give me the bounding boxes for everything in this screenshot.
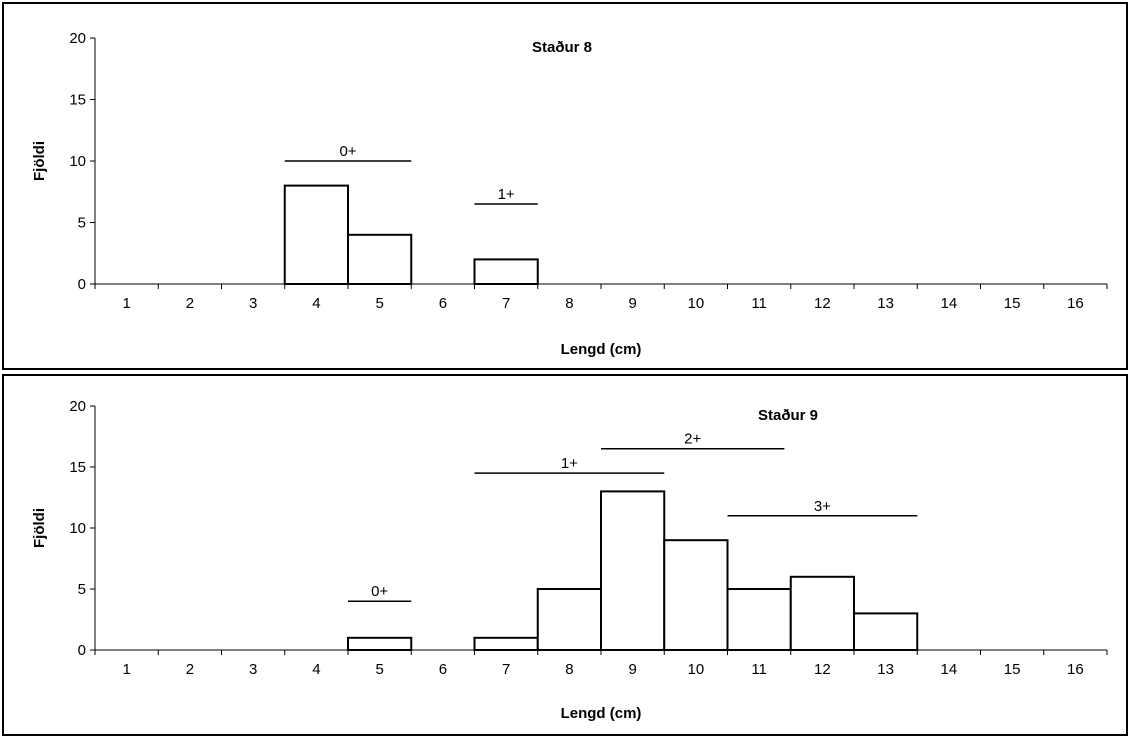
x-tick-label: 4: [312, 295, 320, 312]
x-tick-label: 1: [122, 661, 130, 678]
y-tick-label: 5: [78, 215, 86, 232]
bar-11: [726, 588, 792, 651]
bar-12: [789, 575, 855, 651]
x-tick-label: 10: [688, 295, 705, 312]
x-tick-label: 1: [122, 295, 130, 312]
x-tick-label: 16: [1067, 661, 1084, 678]
x-tick-label: 13: [877, 295, 894, 312]
x-tick-label: 3: [249, 295, 257, 312]
y-tick-label: 0: [78, 276, 86, 293]
age-group-label: 1+: [498, 186, 515, 203]
bar-10: [663, 539, 729, 651]
x-tick-label: 12: [814, 295, 831, 312]
y-tick-label: 10: [69, 520, 86, 537]
x-tick-label: 13: [877, 661, 894, 678]
x-tick-label: 9: [628, 661, 636, 678]
y-tick-label: 10: [69, 153, 86, 170]
chart-title: Staður 9: [758, 407, 818, 424]
bar-4: [283, 184, 349, 286]
x-tick-label: 8: [565, 661, 573, 678]
age-group-label: 2+: [684, 431, 701, 448]
y-tick-label: 20: [69, 398, 86, 415]
chart-panel-stadur-8: 0 5 10 15 20 1 2 3 4 5 6 7 8 9 10 11 12 13 14 15 16 0+ 1+ Staðu…: [2, 2, 1128, 370]
age-group-label: 0+: [339, 143, 356, 160]
chart-title: Staður 8: [532, 39, 592, 56]
x-tick-label: 2: [186, 295, 194, 312]
bar-8: [536, 588, 602, 651]
y-axis-title: Fjöldi: [31, 508, 48, 548]
x-axis-title: Lengd (cm): [561, 705, 642, 722]
x-tick-label: 11: [751, 295, 767, 312]
y-tick-label: 0: [78, 642, 86, 659]
x-axis-title: Lengd (cm): [561, 341, 642, 358]
bar-9: [600, 490, 666, 652]
x-tick-label: 9: [628, 295, 636, 312]
age-group-label: 1+: [561, 455, 578, 472]
x-tick-label: 11: [751, 661, 767, 678]
x-tick-label: 7: [502, 295, 510, 312]
x-tick-label: 15: [1004, 661, 1021, 678]
x-tick-label: 8: [565, 295, 573, 312]
x-tick-label: 16: [1067, 295, 1084, 312]
y-axis-title: Fjöldi: [31, 141, 48, 181]
bar-7: [473, 636, 539, 651]
age-group-label: 0+: [371, 583, 388, 600]
y-tick-label: 15: [69, 459, 86, 476]
chart-panel-stadur-9: 0 5 10 15 20 1 2 3 4 5 6 7 8 9 10 11 12 13 14 15 16 0+ 1+ 2+ 3+ S…: [2, 374, 1128, 736]
x-tick-label: 5: [375, 295, 383, 312]
x-tick-label: 7: [502, 661, 510, 678]
x-tick-label: 12: [814, 661, 831, 678]
x-tick-label: 4: [312, 661, 320, 678]
y-tick-label: 20: [69, 30, 86, 47]
bar-5: [347, 233, 413, 286]
bar-5: [347, 636, 413, 651]
x-tick-label: 5: [375, 661, 383, 678]
age-group-label: 3+: [814, 498, 831, 515]
y-tick-label: 15: [69, 92, 86, 109]
x-tick-label: 3: [249, 661, 257, 678]
x-tick-label: 10: [688, 661, 705, 678]
bar-13: [853, 612, 919, 651]
bar-7: [473, 258, 539, 285]
x-tick-label: 2: [186, 661, 194, 678]
x-tick-label: 14: [941, 295, 958, 312]
x-tick-label: 6: [439, 661, 447, 678]
x-tick-label: 15: [1004, 295, 1021, 312]
x-tick-label: 6: [439, 295, 447, 312]
y-tick-label: 5: [78, 581, 86, 598]
x-tick-label: 14: [941, 661, 958, 678]
